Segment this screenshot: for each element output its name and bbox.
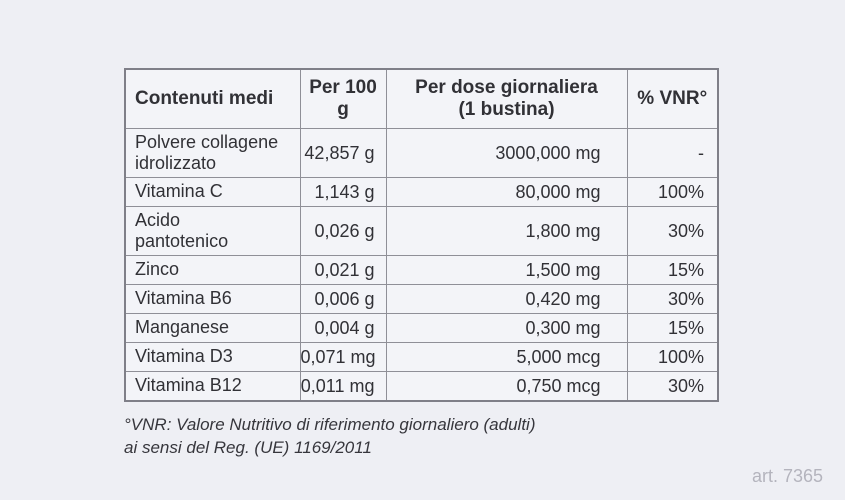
- header-vnr-percent: % VNR°: [626, 68, 719, 129]
- table-row: Vitamina B12 0,011 mg 0,750 mcg 30%: [124, 370, 719, 401]
- cell-per-dose: 1,800 mg: [385, 205, 628, 256]
- cell-vnr: 30%: [626, 370, 719, 401]
- cell-per-dose: 0,420 mg: [385, 283, 628, 314]
- cell-vnr: 100%: [626, 341, 719, 372]
- cell-per-100g: 0,011 mg: [299, 370, 387, 401]
- nutrition-label: Contenuti medi Per 100 g Per dose giorna…: [124, 68, 721, 459]
- header-per-dose-line1: Per dose giornaliera: [415, 76, 598, 98]
- header-per-dose-giornaliera: Per dose giornaliera (1 bustina): [385, 68, 628, 129]
- cell-vnr: 30%: [626, 205, 719, 256]
- table-header-row: Contenuti medi Per 100 g Per dose giorna…: [124, 68, 719, 129]
- table-body: Polvere collagene idrolizzato 42,857 g 300…: [124, 127, 719, 401]
- cell-per-100g: 0,021 g: [299, 254, 387, 285]
- cell-per-100g: 0,071 mg: [299, 341, 387, 372]
- vnr-footnote: °VNR: Valore Nutritivo di riferimento gi…: [124, 413, 721, 459]
- table-row: Polvere collagene idrolizzato 42,857 g 300…: [124, 127, 719, 178]
- nutrition-table: Contenuti medi Per 100 g Per dose giorna…: [124, 68, 719, 402]
- cell-per-dose: 80,000 mg: [385, 176, 628, 207]
- header-per-dose-line2: (1 bustina): [458, 98, 555, 120]
- table-row: Vitamina D3 0,071 mg 5,000 mcg 100%: [124, 341, 719, 372]
- cell-vnr: 100%: [626, 176, 719, 207]
- cell-per-100g: 0,006 g: [299, 283, 387, 314]
- vnr-footnote-line2: ai sensi del Reg. (UE) 1169/2011: [124, 437, 372, 457]
- cell-nutrient-name: Vitamina B6: [124, 283, 301, 314]
- table-row: Vitamina B6 0,006 g 0,420 mg 30%: [124, 283, 719, 314]
- cell-nutrient-name: Vitamina B12: [124, 370, 301, 401]
- table-row: Vitamina C 1,143 g 80,000 mg 100%: [124, 176, 719, 207]
- cell-per-100g: 42,857 g: [299, 127, 387, 178]
- cell-per-dose: 5,000 mcg: [385, 341, 628, 372]
- cell-per-100g: 0,004 g: [299, 312, 387, 343]
- cell-nutrient-name: Vitamina D3: [124, 341, 301, 372]
- cell-per-100g: 0,026 g: [299, 205, 387, 256]
- cell-per-dose: 0,300 mg: [385, 312, 628, 343]
- cell-vnr: -: [626, 127, 719, 178]
- table-row: Acido pantotenico 0,026 g 1,800 mg 30%: [124, 205, 719, 256]
- cell-vnr: 15%: [626, 254, 719, 285]
- table-row: Zinco 0,021 g 1,500 mg 15%: [124, 254, 719, 285]
- table-row: Manganese 0,004 g 0,300 mg 15%: [124, 312, 719, 343]
- cell-nutrient-name: Acido pantotenico: [124, 205, 301, 256]
- cell-nutrient-name: Polvere collagene idrolizzato: [124, 127, 301, 178]
- vnr-footnote-line1: °VNR: Valore Nutritivo di riferimento gi…: [124, 414, 536, 434]
- cell-vnr: 15%: [626, 312, 719, 343]
- header-contenuti-medi: Contenuti medi: [124, 68, 301, 129]
- cell-per-dose: 0,750 mcg: [385, 370, 628, 401]
- cell-vnr: 30%: [626, 283, 719, 314]
- cell-per-dose: 3000,000 mg: [385, 127, 628, 178]
- cell-per-100g: 1,143 g: [299, 176, 387, 207]
- cell-per-dose: 1,500 mg: [385, 254, 628, 285]
- article-number: art. 7365: [751, 466, 823, 486]
- cell-nutrient-name: Vitamina C: [124, 176, 301, 207]
- header-per-100g: Per 100 g: [299, 68, 387, 129]
- cell-nutrient-name: Manganese: [124, 312, 301, 343]
- cell-nutrient-name: Zinco: [124, 254, 301, 285]
